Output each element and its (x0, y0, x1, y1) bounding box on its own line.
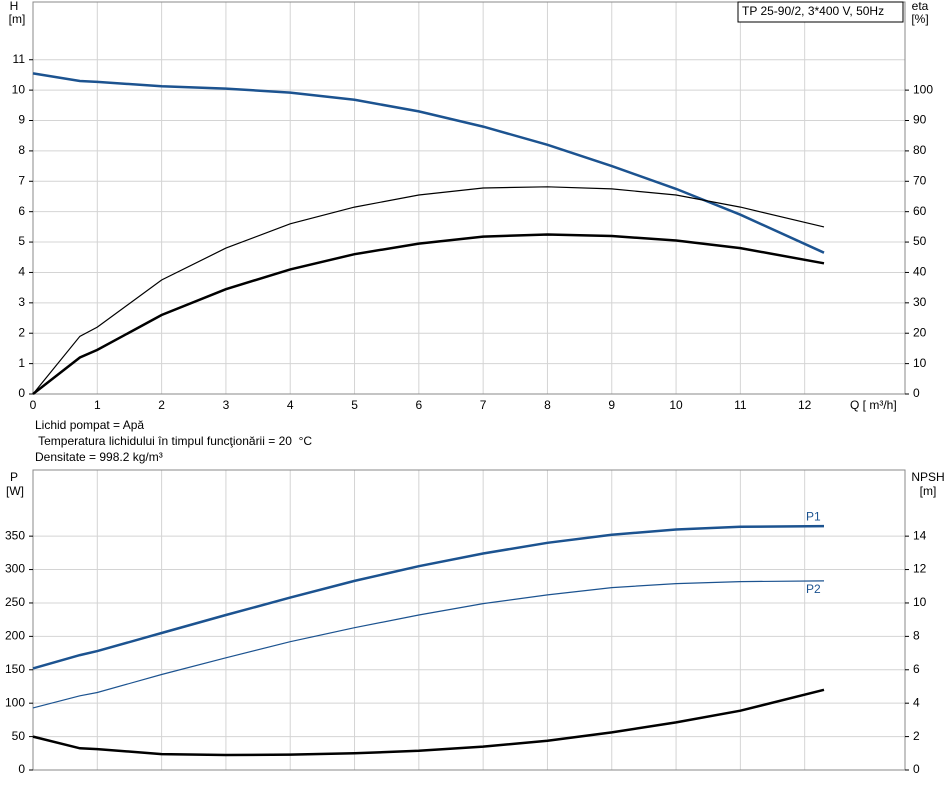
y-tick-label: 250 (5, 595, 25, 609)
y-label: H (10, 0, 19, 13)
y-tick-label: 2 (18, 325, 25, 339)
y-tick-label: 7 (18, 173, 25, 187)
y2-tick-label: 12 (913, 562, 927, 576)
curve (32, 524, 825, 670)
y2-tick-label: 70 (913, 173, 927, 187)
y2-unit: [%] (911, 12, 928, 26)
y-tick-label: 11 (13, 52, 26, 66)
y-tick-label: 5 (18, 234, 25, 248)
y-tick-label: 100 (5, 695, 25, 709)
x-tick-label: 2 (158, 398, 165, 412)
title-box (737, 1, 904, 23)
x-tick-label: 9 (608, 398, 615, 412)
y-tick-label: 10 (12, 82, 26, 96)
x-tick-label: 11 (734, 398, 747, 412)
y-tick-label: 3 (18, 295, 25, 309)
y-tick-label: 6 (18, 204, 25, 218)
note: Lichid pompat = Apă (35, 418, 144, 432)
y-tick-label: 150 (5, 662, 25, 676)
y2-tick-label: 14 (913, 528, 927, 542)
x-tick-label: 1 (94, 398, 101, 412)
x-tick-label: 6 (415, 398, 422, 412)
y-tick-label: 0 (18, 386, 25, 400)
y2-tick-label: 8 (913, 629, 920, 643)
y2-tick-label: 80 (913, 143, 927, 157)
y-tick-label: 50 (12, 729, 26, 743)
x-tick-label: 10 (669, 398, 683, 412)
y-tick-label: 0 (18, 762, 25, 776)
series-label: P1 (806, 509, 821, 523)
x-tick-label: 7 (480, 398, 487, 412)
plot-frame-bottom (32, 469, 906, 771)
x-tick-label: 3 (223, 398, 230, 412)
y-tick-label: 4 (18, 265, 25, 279)
curve (32, 233, 825, 395)
y2-unit: [m] (920, 484, 937, 498)
note: Temperatura lichidului în timpul funcţio… (35, 434, 312, 448)
y2-tick-label: 0 (913, 386, 920, 400)
y2-tick-label: 100 (913, 82, 933, 96)
y2-label: NPSH (911, 470, 944, 484)
y2-tick-label: 40 (913, 265, 927, 279)
y-label: P (10, 470, 18, 484)
x-tick-label: 0 (30, 398, 37, 412)
y2-tick-label: 10 (913, 356, 927, 370)
y2-tick-label: 6 (913, 662, 920, 676)
y2-label: eta (912, 0, 929, 13)
x-tick-label: 4 (287, 398, 294, 412)
y2-tick-label: 30 (913, 295, 927, 309)
y-unit: [m] (9, 12, 26, 26)
y2-tick-label: 10 (913, 595, 927, 609)
x-tick-label: 5 (351, 398, 358, 412)
y2-tick-label: 2 (913, 729, 920, 743)
y2-tick-label: 50 (913, 234, 927, 248)
y2-tick-label: 20 (913, 325, 927, 339)
y-unit: [W] (6, 484, 24, 498)
y2-tick-label: 60 (913, 204, 927, 218)
y2-tick-label: 90 (913, 113, 927, 127)
curve (32, 72, 825, 254)
series-label: P2 (806, 582, 821, 596)
y2-tick-label: 0 (913, 762, 920, 776)
y-tick-label: 350 (5, 528, 25, 542)
note: Densitate = 998.2 kg/m³ (35, 450, 163, 464)
y-tick-label: 8 (18, 143, 25, 157)
x-tick-label: 12 (798, 398, 812, 412)
plot-frame-top (32, 1, 906, 395)
x-tick-label: 8 (544, 398, 551, 412)
y-tick-label: 200 (5, 629, 25, 643)
y-tick-label: 9 (18, 113, 25, 127)
curve (32, 186, 825, 395)
y2-tick-label: 4 (913, 695, 920, 709)
y-tick-label: 1 (18, 356, 25, 370)
x-label: Q [ m³/h] (850, 398, 897, 412)
chart-title: TP 25-90/2, 3*400 V, 50Hz (742, 4, 884, 18)
y-tick-label: 300 (5, 562, 25, 576)
curve (32, 688, 825, 757)
curve (32, 580, 825, 709)
